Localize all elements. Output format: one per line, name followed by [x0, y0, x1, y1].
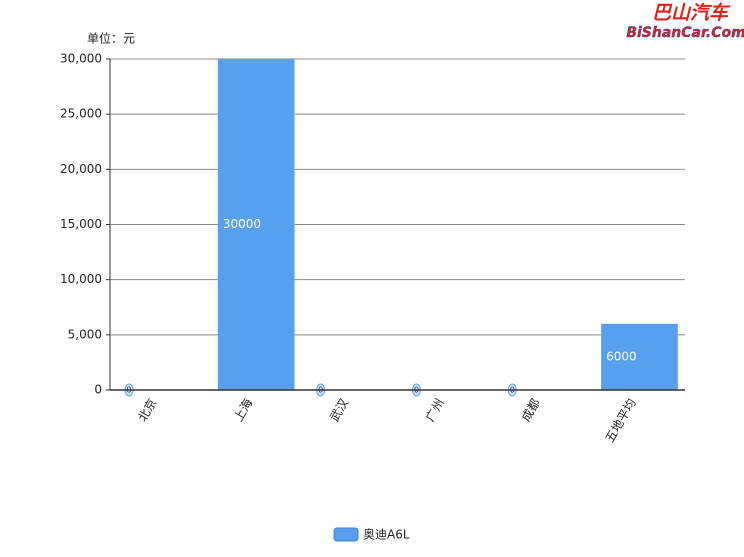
legend-swatch: [333, 527, 359, 542]
y-tick-label: 5,000: [68, 327, 102, 341]
y-tick-label: 15,000: [60, 217, 102, 231]
value-label: 6000: [606, 349, 637, 363]
x-tick-label: 成都: [519, 396, 543, 424]
watermark-title: 巴山汽车: [652, 2, 731, 24]
watermark-site: BiShanCar.Com: [626, 25, 744, 41]
bar: [217, 59, 295, 390]
y-tick-label: 30,000: [60, 52, 102, 66]
x-tick-label: 武汉: [327, 396, 351, 424]
x-tick-label: 广州: [423, 396, 447, 424]
x-tick-label: 五地平均: [603, 396, 639, 445]
bar: [601, 323, 678, 390]
y-tick-label: 20,000: [60, 162, 102, 176]
y-tick-label: 25,000: [60, 107, 102, 121]
legend-label: 奥迪A6L: [363, 528, 410, 542]
unit-label: 单位：元: [87, 31, 135, 46]
x-tick-label: 上海: [230, 396, 255, 424]
x-tick-label: 北京: [135, 396, 159, 424]
value-label: 30000: [223, 217, 261, 231]
y-tick-label: 10,000: [60, 272, 102, 286]
y-tick-label: 0: [94, 383, 102, 397]
